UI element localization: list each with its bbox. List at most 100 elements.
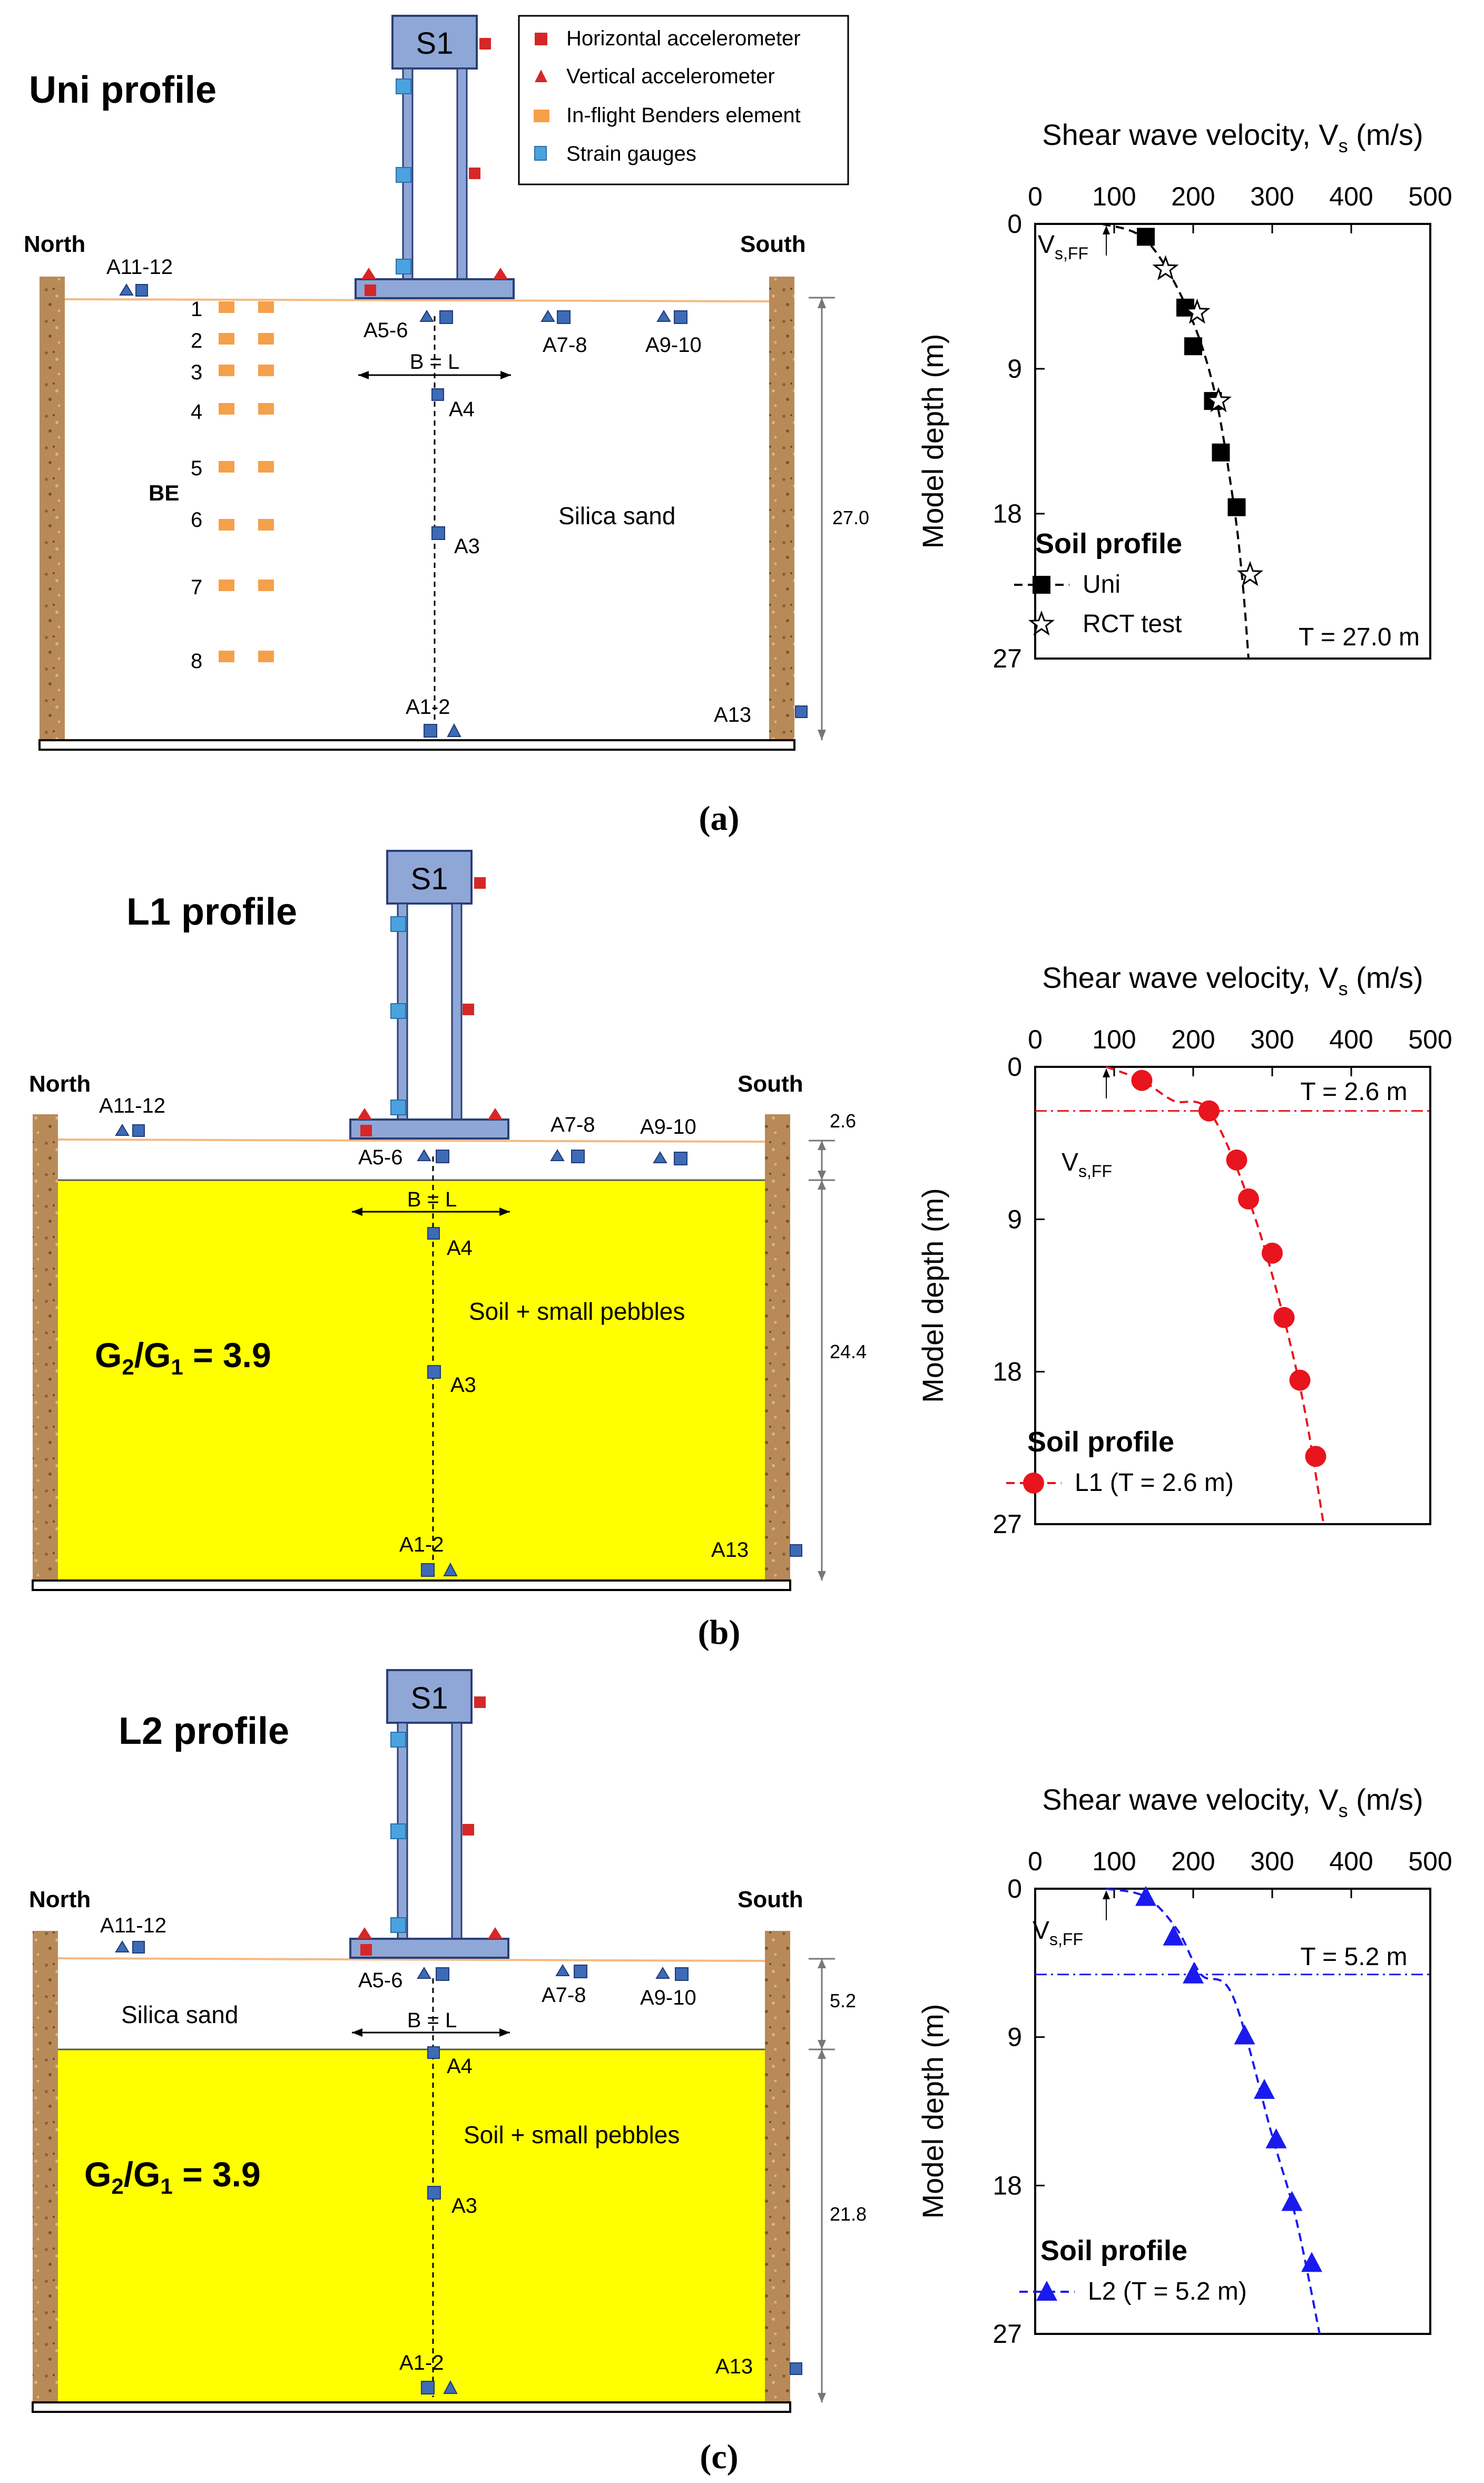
svg-text:B = L: B = L bbox=[407, 2009, 457, 2032]
data-point-circle bbox=[1131, 1069, 1153, 1091]
legend-strain-icon bbox=[534, 146, 547, 161]
soil-lower-layer-c bbox=[58, 2049, 769, 2402]
svg-text:4: 4 bbox=[191, 400, 202, 424]
chart-frame bbox=[1034, 1888, 1431, 2335]
label-south: South bbox=[740, 231, 806, 257]
y-tick-label: 27 bbox=[992, 1509, 1022, 1539]
legend-marker-square bbox=[1033, 576, 1050, 594]
svg-text:1: 1 bbox=[191, 298, 202, 321]
svg-text:A7-8: A7-8 bbox=[551, 1113, 595, 1136]
soil-pebbles-label-c: Soil + small pebbles bbox=[464, 2121, 680, 2148]
container-base-c bbox=[32, 2401, 791, 2413]
x-tick-label: 100 bbox=[1092, 1847, 1136, 1876]
panel-b-title: L1 profile bbox=[126, 891, 297, 933]
svg-text:A1-2: A1-2 bbox=[399, 2351, 444, 2374]
svg-text:A5-6: A5-6 bbox=[358, 1146, 403, 1169]
data-point-circle bbox=[1305, 1446, 1326, 1467]
x-tick-label: 0 bbox=[1028, 1025, 1043, 1054]
y-tick-label: 9 bbox=[1007, 354, 1022, 384]
depth-label-a: 27.0 bbox=[832, 507, 869, 528]
svg-text:A1-2: A1-2 bbox=[399, 1533, 444, 1556]
x-tick-label: 300 bbox=[1250, 1025, 1294, 1054]
x-tick-label: 300 bbox=[1250, 182, 1294, 211]
svg-text:South: South bbox=[738, 1071, 803, 1097]
panel-c: L2 profile North South S1 B = L bbox=[29, 1669, 867, 2476]
vsff-label: Vs,FF bbox=[1033, 1917, 1083, 1949]
svg-text:S1: S1 bbox=[411, 1681, 448, 1715]
wall-north-b bbox=[33, 1114, 58, 1585]
y-tick-label: 18 bbox=[992, 2171, 1022, 2200]
legend-benders-icon bbox=[534, 110, 549, 122]
threshold-label: T = 2.6 m bbox=[1300, 1078, 1407, 1106]
vsff-arrowhead bbox=[1103, 225, 1110, 234]
sensor-legend: Horizontal accelerometer Vertical accele… bbox=[518, 15, 849, 185]
legend-title: Soil profile bbox=[1027, 1426, 1174, 1458]
y-tick-label: 9 bbox=[1007, 2023, 1022, 2052]
x-tick-label: 500 bbox=[1408, 1847, 1452, 1876]
data-point-star bbox=[1205, 387, 1232, 413]
vs-chart-l2: Shear wave velocity, Vs (m/s) Model depth… bbox=[916, 1783, 1452, 2349]
svg-text:7: 7 bbox=[191, 576, 202, 599]
legend-title: Soil profile bbox=[1040, 2235, 1187, 2266]
vsff-label: Vs,FF bbox=[1038, 231, 1088, 263]
svg-text:A11-12: A11-12 bbox=[100, 1914, 166, 1937]
x-tick-label: 200 bbox=[1171, 1847, 1215, 1876]
structure-s1: S1 bbox=[355, 15, 515, 299]
vsff-arrowhead bbox=[1103, 1068, 1110, 1077]
sensor-a5-6: A5-6 bbox=[363, 319, 408, 342]
data-point-triangle bbox=[1254, 2078, 1275, 2099]
data-point-square bbox=[1227, 498, 1246, 516]
panel-a: Uni profile Horizontal accelerometer Ver… bbox=[24, 15, 869, 838]
legend-horizontal-label: Horizontal accelerometer bbox=[566, 27, 801, 50]
svg-text:North: North bbox=[29, 1071, 91, 1097]
fit-curve bbox=[1102, 223, 1250, 659]
svg-text:2: 2 bbox=[191, 329, 202, 352]
legend-label: L2 (T = 5.2 m) bbox=[1088, 2278, 1247, 2305]
svg-text:8: 8 bbox=[191, 650, 202, 673]
svg-text:A13: A13 bbox=[711, 1538, 749, 1562]
data-point-triangle bbox=[1234, 2024, 1255, 2045]
svg-text:6: 6 bbox=[191, 508, 202, 532]
threshold-label: T = 27.0 m bbox=[1299, 623, 1420, 651]
data-point-triangle bbox=[1183, 1963, 1204, 1984]
sensor-a4: A4 bbox=[449, 398, 475, 421]
panel-c-title: L2 profile bbox=[119, 1710, 289, 1752]
wall-north bbox=[40, 277, 65, 743]
chart-title: Shear wave velocity, Vs (m/s) bbox=[1042, 1783, 1423, 1821]
chart-frame bbox=[1034, 223, 1431, 660]
container-base bbox=[38, 739, 795, 751]
x-tick-label: 500 bbox=[1408, 182, 1452, 211]
data-point-square bbox=[1137, 228, 1155, 246]
data-point-star bbox=[1236, 561, 1264, 586]
svg-text:A5-6: A5-6 bbox=[358, 1969, 403, 1992]
vs-chart-uni: Shear wave velocity, Vs (m/s) Model depth… bbox=[916, 118, 1452, 673]
ratio-label-c: G2/G1 = 3.9 bbox=[84, 2155, 261, 2199]
data-point-triangle bbox=[1281, 2191, 1303, 2211]
legend-title: Soil profile bbox=[1035, 528, 1182, 560]
x-tick-label: 200 bbox=[1171, 182, 1215, 211]
data-point-circle bbox=[1226, 1149, 1247, 1171]
x-tick-label: 300 bbox=[1250, 1847, 1294, 1876]
y-tick-label: 0 bbox=[1007, 209, 1022, 239]
legend-label: Uni bbox=[1083, 571, 1121, 598]
caption-a: (a) bbox=[699, 799, 740, 838]
svg-text:S1: S1 bbox=[416, 26, 454, 61]
legend-vertical-icon bbox=[535, 70, 547, 82]
svg-text:21.8: 21.8 bbox=[830, 2203, 867, 2225]
structure-s1-c: S1 bbox=[349, 1669, 509, 1959]
sensor-a13: A13 bbox=[714, 703, 751, 727]
y-tick-label: 27 bbox=[992, 644, 1022, 673]
panel-b: L1 profile North South S1 B = L bbox=[29, 850, 867, 1652]
soil-pebbles-label-b: Soil + small pebbles bbox=[469, 1298, 685, 1325]
svg-text:A3: A3 bbox=[451, 2194, 477, 2217]
data-point-triangle bbox=[1301, 2252, 1322, 2272]
threshold-label: T = 5.2 m bbox=[1300, 1943, 1407, 1971]
chart-title: Shear wave velocity, Vs (m/s) bbox=[1042, 118, 1423, 156]
soil-surface bbox=[64, 298, 770, 302]
wall-south bbox=[769, 277, 794, 743]
vs-chart-l1: Shear wave velocity, Vs (m/s) Model depth… bbox=[916, 961, 1452, 1539]
legend-benders-label: In-flight Benders element bbox=[566, 104, 801, 127]
legend-label: RCT test bbox=[1083, 610, 1182, 638]
svg-text:A7-8: A7-8 bbox=[542, 1984, 586, 2007]
